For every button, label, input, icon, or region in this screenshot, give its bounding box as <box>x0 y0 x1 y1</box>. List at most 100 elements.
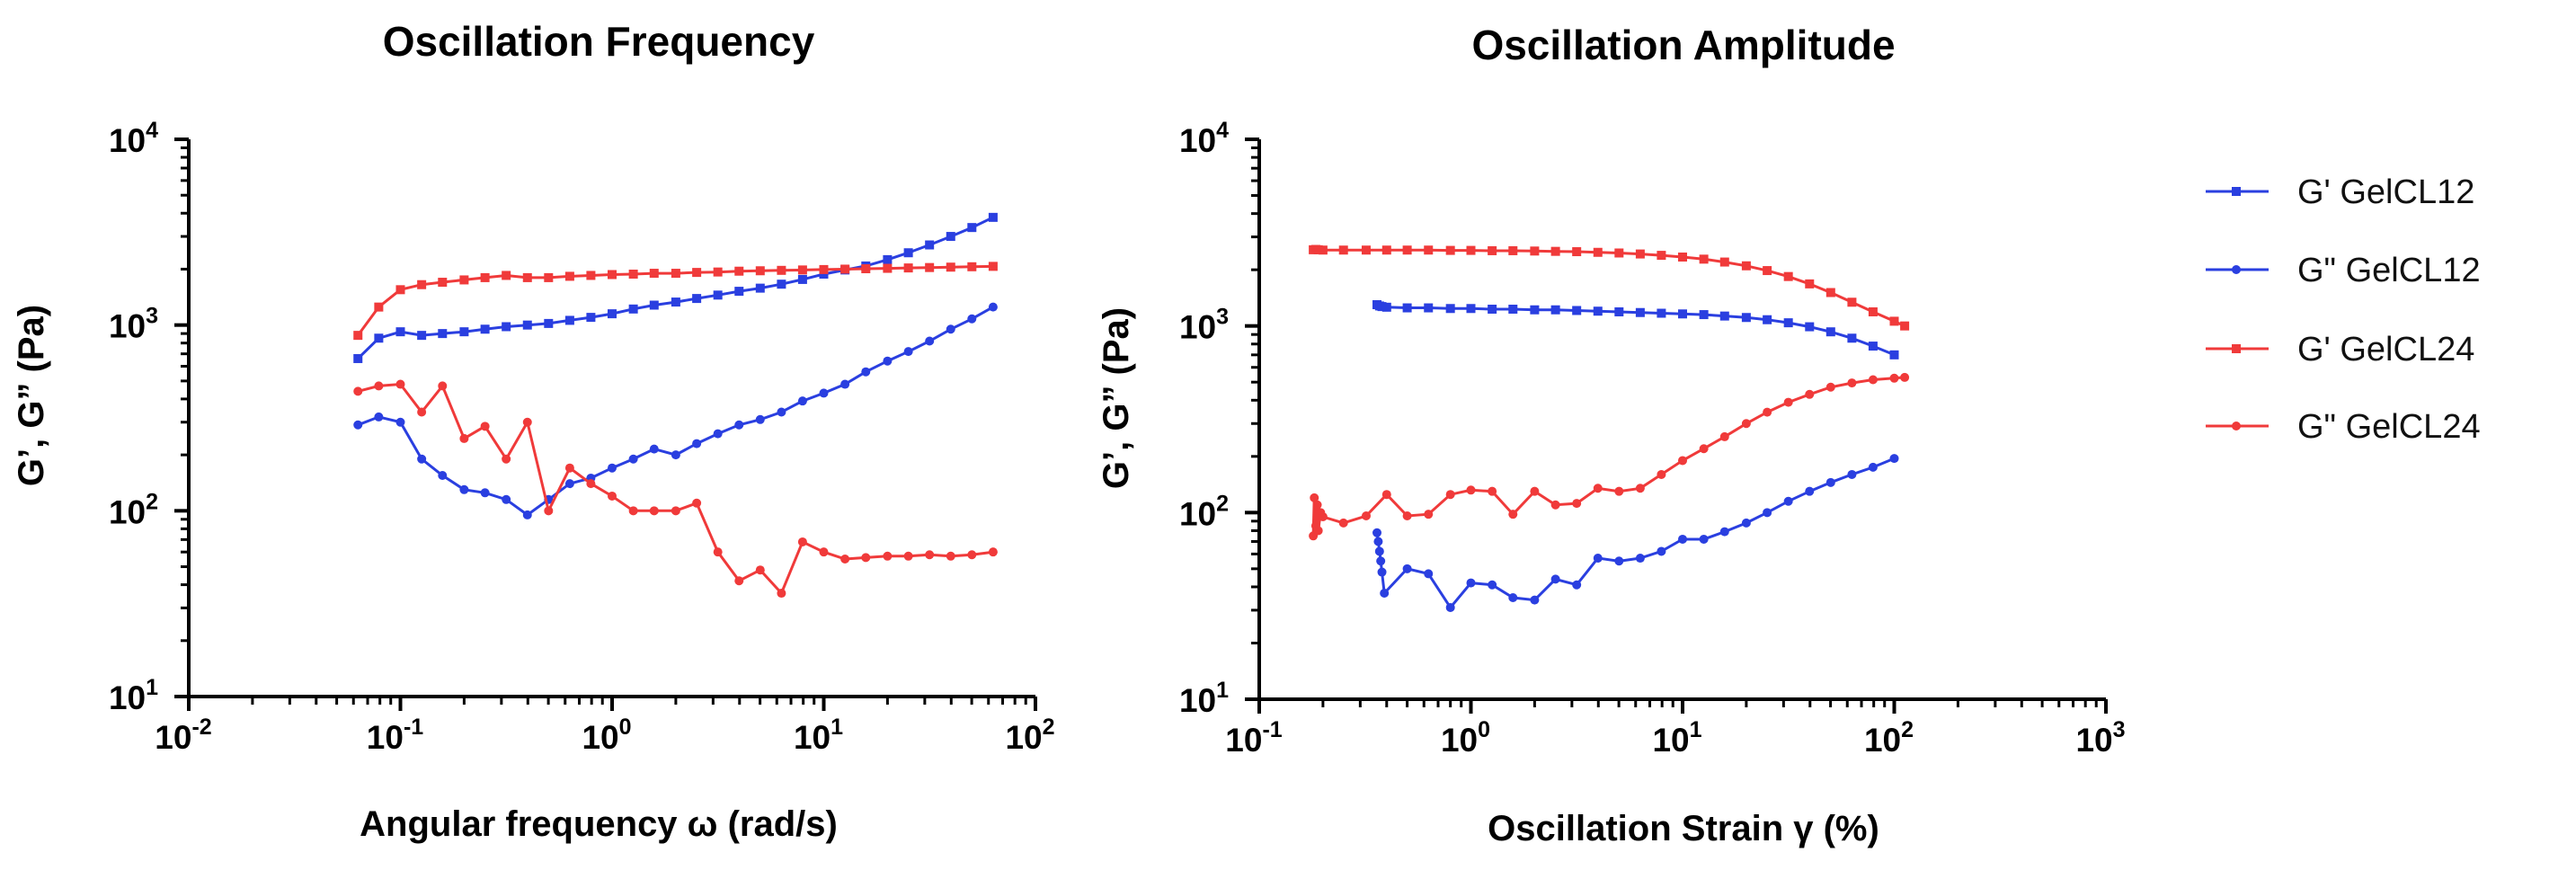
frequency-chart: Oscillation Frequency Angular frequency … <box>12 18 1055 844</box>
x-tick-label: 100 <box>582 715 631 756</box>
data-point-g-gelcl12 <box>1376 556 1386 566</box>
data-point-g-gelcl24 <box>417 407 427 417</box>
data-point-g-gelcl24 <box>1318 245 1328 255</box>
data-point-g-gelcl12 <box>903 248 913 258</box>
legend-label: G" GelCL12 <box>2297 252 2481 289</box>
x-tick-label: 10-1 <box>1225 717 1282 759</box>
data-point-g-gelcl12 <box>1635 307 1645 317</box>
series-g-gelcl12 <box>353 212 998 363</box>
data-point-g-gelcl12 <box>1445 602 1455 612</box>
data-point-g-gelcl24 <box>1402 511 1412 521</box>
data-point-g-gelcl12 <box>734 287 744 297</box>
frequency-y-axis-label: G’, G” (Pa) <box>12 305 51 486</box>
data-point-g-gelcl12 <box>1805 322 1815 332</box>
series-g-gelcl24 <box>1309 372 1910 541</box>
data-point-g-gelcl24 <box>1361 511 1371 521</box>
data-point-g-gelcl24 <box>1593 484 1603 493</box>
series-line-g-gelcl12 <box>1375 457 1896 610</box>
data-point-g-gelcl24 <box>649 506 659 516</box>
data-point-g-gelcl12 <box>395 327 405 337</box>
data-point-g-gelcl12 <box>480 488 490 498</box>
series-g-gelcl12 <box>353 302 998 519</box>
data-point-g-gelcl12 <box>671 297 680 307</box>
data-point-g-gelcl24 <box>502 454 511 464</box>
data-point-g-gelcl12 <box>819 388 829 398</box>
data-point-g-gelcl24 <box>1635 484 1645 493</box>
frequency-series <box>353 212 998 599</box>
data-point-g-gelcl12 <box>883 356 893 366</box>
data-point-g-gelcl24 <box>883 263 893 273</box>
data-point-g-gelcl24 <box>1657 469 1666 479</box>
data-point-g-gelcl24 <box>1657 251 1666 261</box>
data-point-g-gelcl12 <box>1572 580 1582 590</box>
data-point-g-gelcl12 <box>544 318 554 328</box>
data-point-g-gelcl24 <box>734 266 744 276</box>
data-point-g-gelcl24 <box>1868 306 1878 316</box>
data-point-g-gelcl24 <box>1530 246 1540 256</box>
data-point-g-gelcl12 <box>438 329 448 339</box>
data-point-g-gelcl24 <box>692 498 702 508</box>
series-g-gelcl24 <box>353 262 998 341</box>
data-point-g-gelcl24 <box>692 268 702 278</box>
frequency-chart-title: Oscillation Frequency <box>383 18 815 65</box>
data-point-g-gelcl12 <box>1741 313 1751 323</box>
data-point-g-gelcl12 <box>1466 304 1476 314</box>
data-point-g-gelcl12 <box>1699 310 1709 320</box>
data-point-g-gelcl12 <box>628 454 638 464</box>
data-point-g-gelcl12 <box>1825 477 1835 487</box>
data-point-g-gelcl24 <box>608 270 617 280</box>
data-point-g-gelcl12 <box>459 484 469 494</box>
legend-item-g-gelcl24: G" GelCL24 <box>2206 408 2481 446</box>
data-point-g-gelcl24 <box>544 272 554 282</box>
data-point-g-gelcl12 <box>671 450 680 460</box>
data-point-g-gelcl24 <box>819 264 829 274</box>
data-point-g-gelcl24 <box>1635 249 1645 259</box>
data-point-g-gelcl24 <box>1445 245 1455 255</box>
x-tick-label: 101 <box>794 715 843 756</box>
data-point-g-gelcl24 <box>903 263 913 273</box>
data-point-g-gelcl24 <box>1783 271 1793 281</box>
data-point-g-gelcl24 <box>1424 245 1434 255</box>
series-line-g-gelcl24 <box>1312 247 1905 328</box>
data-point-g-gelcl12 <box>502 494 511 504</box>
data-point-g-gelcl24 <box>671 506 680 516</box>
amplitude-axes: 10-1 100 101 102 103 101 102 103 104 <box>1179 118 2126 759</box>
data-point-g-gelcl12 <box>925 240 935 250</box>
data-point-g-gelcl12 <box>1657 308 1666 318</box>
data-point-g-gelcl12 <box>608 463 617 473</box>
data-point-g-gelcl24 <box>438 278 448 288</box>
data-point-g-gelcl12 <box>564 315 574 325</box>
data-point-g-gelcl12 <box>1508 593 1518 603</box>
data-point-g-gelcl12 <box>692 439 702 448</box>
data-point-g-gelcl12 <box>946 232 955 242</box>
data-point-g-gelcl24 <box>903 551 913 561</box>
data-point-g-gelcl24 <box>1530 486 1540 496</box>
data-point-g-gelcl24 <box>502 271 511 280</box>
data-point-g-gelcl24 <box>480 272 490 282</box>
series-line-g-gelcl12 <box>1376 303 1896 357</box>
data-point-g-gelcl24 <box>1402 245 1412 255</box>
data-point-g-gelcl12 <box>967 314 977 324</box>
data-point-g-gelcl24 <box>628 506 638 516</box>
frequency-x-axis-label: Angular frequency ω (rad/s) <box>360 804 838 844</box>
data-point-g-gelcl24 <box>861 264 871 274</box>
data-point-g-gelcl24 <box>586 271 596 280</box>
data-point-g-gelcl12 <box>1719 311 1729 321</box>
data-point-g-gelcl12 <box>713 290 723 300</box>
data-point-g-gelcl12 <box>713 429 723 439</box>
data-point-g-gelcl12 <box>883 254 893 264</box>
data-point-g-gelcl12 <box>1763 508 1772 518</box>
data-point-g-gelcl24 <box>1313 526 1323 536</box>
data-point-g-gelcl12 <box>755 283 765 293</box>
x-tick-label: 102 <box>1864 717 1914 759</box>
data-point-g-gelcl12 <box>1847 469 1857 479</box>
data-point-g-gelcl24 <box>522 417 532 427</box>
data-point-g-gelcl24 <box>417 280 427 289</box>
data-point-g-gelcl24 <box>925 262 935 272</box>
y-tick-label: 101 <box>109 675 158 716</box>
data-point-g-gelcl24 <box>1900 321 1910 331</box>
series-g-gelcl12 <box>1372 454 1899 612</box>
data-point-g-gelcl12 <box>1868 342 1878 351</box>
data-point-g-gelcl12 <box>1530 595 1540 605</box>
x-tick-label: 102 <box>1005 715 1054 756</box>
